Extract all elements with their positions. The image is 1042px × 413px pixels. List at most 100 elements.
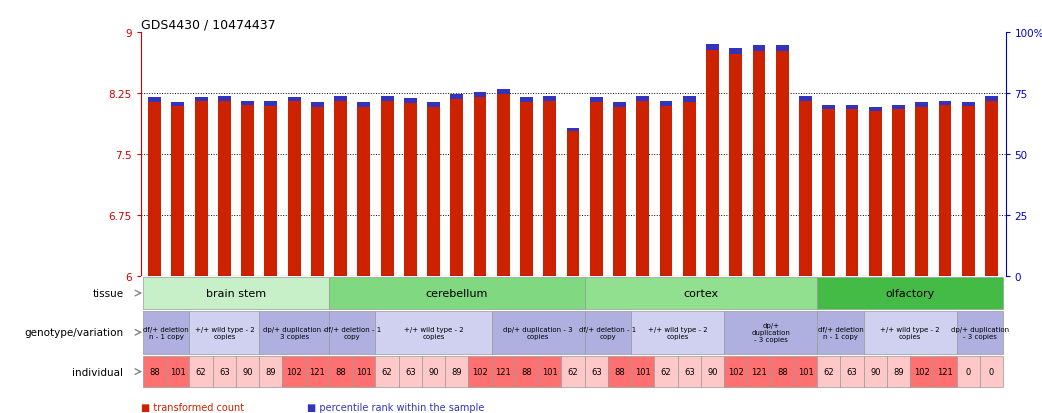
Bar xyxy=(846,106,859,110)
Bar xyxy=(562,356,585,387)
Text: GDS4430 / 10474437: GDS4430 / 10474437 xyxy=(141,19,275,32)
Bar xyxy=(822,106,836,110)
Text: 62: 62 xyxy=(568,367,578,376)
Bar xyxy=(585,278,817,309)
Bar xyxy=(916,107,928,277)
Bar xyxy=(218,102,230,277)
Bar xyxy=(957,356,979,387)
Bar xyxy=(334,97,347,101)
Bar xyxy=(422,356,445,387)
Bar xyxy=(822,110,836,277)
Bar xyxy=(195,98,207,102)
Text: 63: 63 xyxy=(405,367,416,376)
Bar xyxy=(143,278,329,309)
Text: individual: individual xyxy=(72,367,123,377)
Text: +/+ wild type - 2
copies: +/+ wild type - 2 copies xyxy=(404,326,464,339)
Bar xyxy=(539,356,562,387)
Bar xyxy=(520,98,534,103)
Text: 102: 102 xyxy=(728,367,744,376)
Bar xyxy=(567,132,579,277)
Bar xyxy=(934,356,957,387)
Bar xyxy=(357,108,370,277)
Text: +/+ wild type - 2
copies: +/+ wild type - 2 copies xyxy=(648,326,708,339)
Bar xyxy=(311,103,324,107)
Bar xyxy=(427,107,440,277)
Bar xyxy=(869,108,882,112)
Text: 89: 89 xyxy=(893,367,903,376)
Bar xyxy=(916,103,928,107)
Bar xyxy=(172,107,184,277)
Bar xyxy=(172,103,184,107)
Text: ■ transformed count: ■ transformed count xyxy=(141,402,244,412)
Bar xyxy=(404,104,417,277)
Bar xyxy=(631,356,654,387)
Text: df/+ deletion
n - 1 copy: df/+ deletion n - 1 copy xyxy=(818,326,864,339)
Text: 0: 0 xyxy=(966,367,971,376)
Text: 121: 121 xyxy=(751,367,767,376)
Bar xyxy=(492,311,585,354)
Bar xyxy=(235,356,259,387)
Bar xyxy=(305,356,329,387)
Bar xyxy=(288,98,300,102)
Text: genotype/variation: genotype/variation xyxy=(24,328,123,337)
Bar xyxy=(683,97,696,102)
Bar xyxy=(334,101,347,277)
Text: 90: 90 xyxy=(428,367,439,376)
Bar xyxy=(846,110,859,277)
Bar xyxy=(515,356,539,387)
Text: cortex: cortex xyxy=(684,288,719,298)
Text: cerebellum: cerebellum xyxy=(426,288,488,298)
Bar xyxy=(265,107,277,277)
Bar xyxy=(677,356,701,387)
Bar xyxy=(259,356,282,387)
Text: 121: 121 xyxy=(309,367,325,376)
Bar xyxy=(474,98,487,277)
Bar xyxy=(450,100,464,277)
Text: 62: 62 xyxy=(381,367,393,376)
Bar xyxy=(520,103,534,277)
Bar xyxy=(375,356,399,387)
Text: 102: 102 xyxy=(472,367,488,376)
Bar xyxy=(631,311,724,354)
Bar xyxy=(380,101,394,277)
Bar xyxy=(962,103,974,107)
Bar xyxy=(729,49,742,55)
Bar xyxy=(241,101,254,106)
Text: 88: 88 xyxy=(149,367,160,376)
Bar xyxy=(776,52,789,277)
Bar xyxy=(706,45,719,50)
Bar xyxy=(288,102,300,277)
Bar xyxy=(771,356,794,387)
Text: olfactory: olfactory xyxy=(886,288,935,298)
Text: 62: 62 xyxy=(661,367,671,376)
Bar xyxy=(590,103,602,277)
Bar xyxy=(585,356,607,387)
Bar xyxy=(195,102,207,277)
Bar xyxy=(497,95,510,277)
Bar xyxy=(799,96,812,101)
Text: 121: 121 xyxy=(496,367,512,376)
Bar xyxy=(939,101,951,106)
Bar xyxy=(660,107,672,277)
Bar xyxy=(752,52,766,277)
Bar xyxy=(190,311,259,354)
Bar xyxy=(404,99,417,104)
Text: brain stem: brain stem xyxy=(206,288,266,298)
Text: 0: 0 xyxy=(989,367,994,376)
Bar xyxy=(911,356,934,387)
Bar xyxy=(841,356,864,387)
Bar xyxy=(747,356,771,387)
Bar xyxy=(143,311,190,354)
Bar xyxy=(329,311,375,354)
Text: 90: 90 xyxy=(243,367,253,376)
Bar xyxy=(492,356,515,387)
Text: 102: 102 xyxy=(287,367,302,376)
Bar xyxy=(724,356,747,387)
Bar xyxy=(143,356,167,387)
Bar xyxy=(585,311,631,354)
Text: dp/+ duplication - 3
copies: dp/+ duplication - 3 copies xyxy=(503,326,573,339)
Text: 63: 63 xyxy=(684,367,695,376)
Bar xyxy=(794,356,817,387)
Bar xyxy=(660,101,672,107)
Bar xyxy=(218,96,230,102)
